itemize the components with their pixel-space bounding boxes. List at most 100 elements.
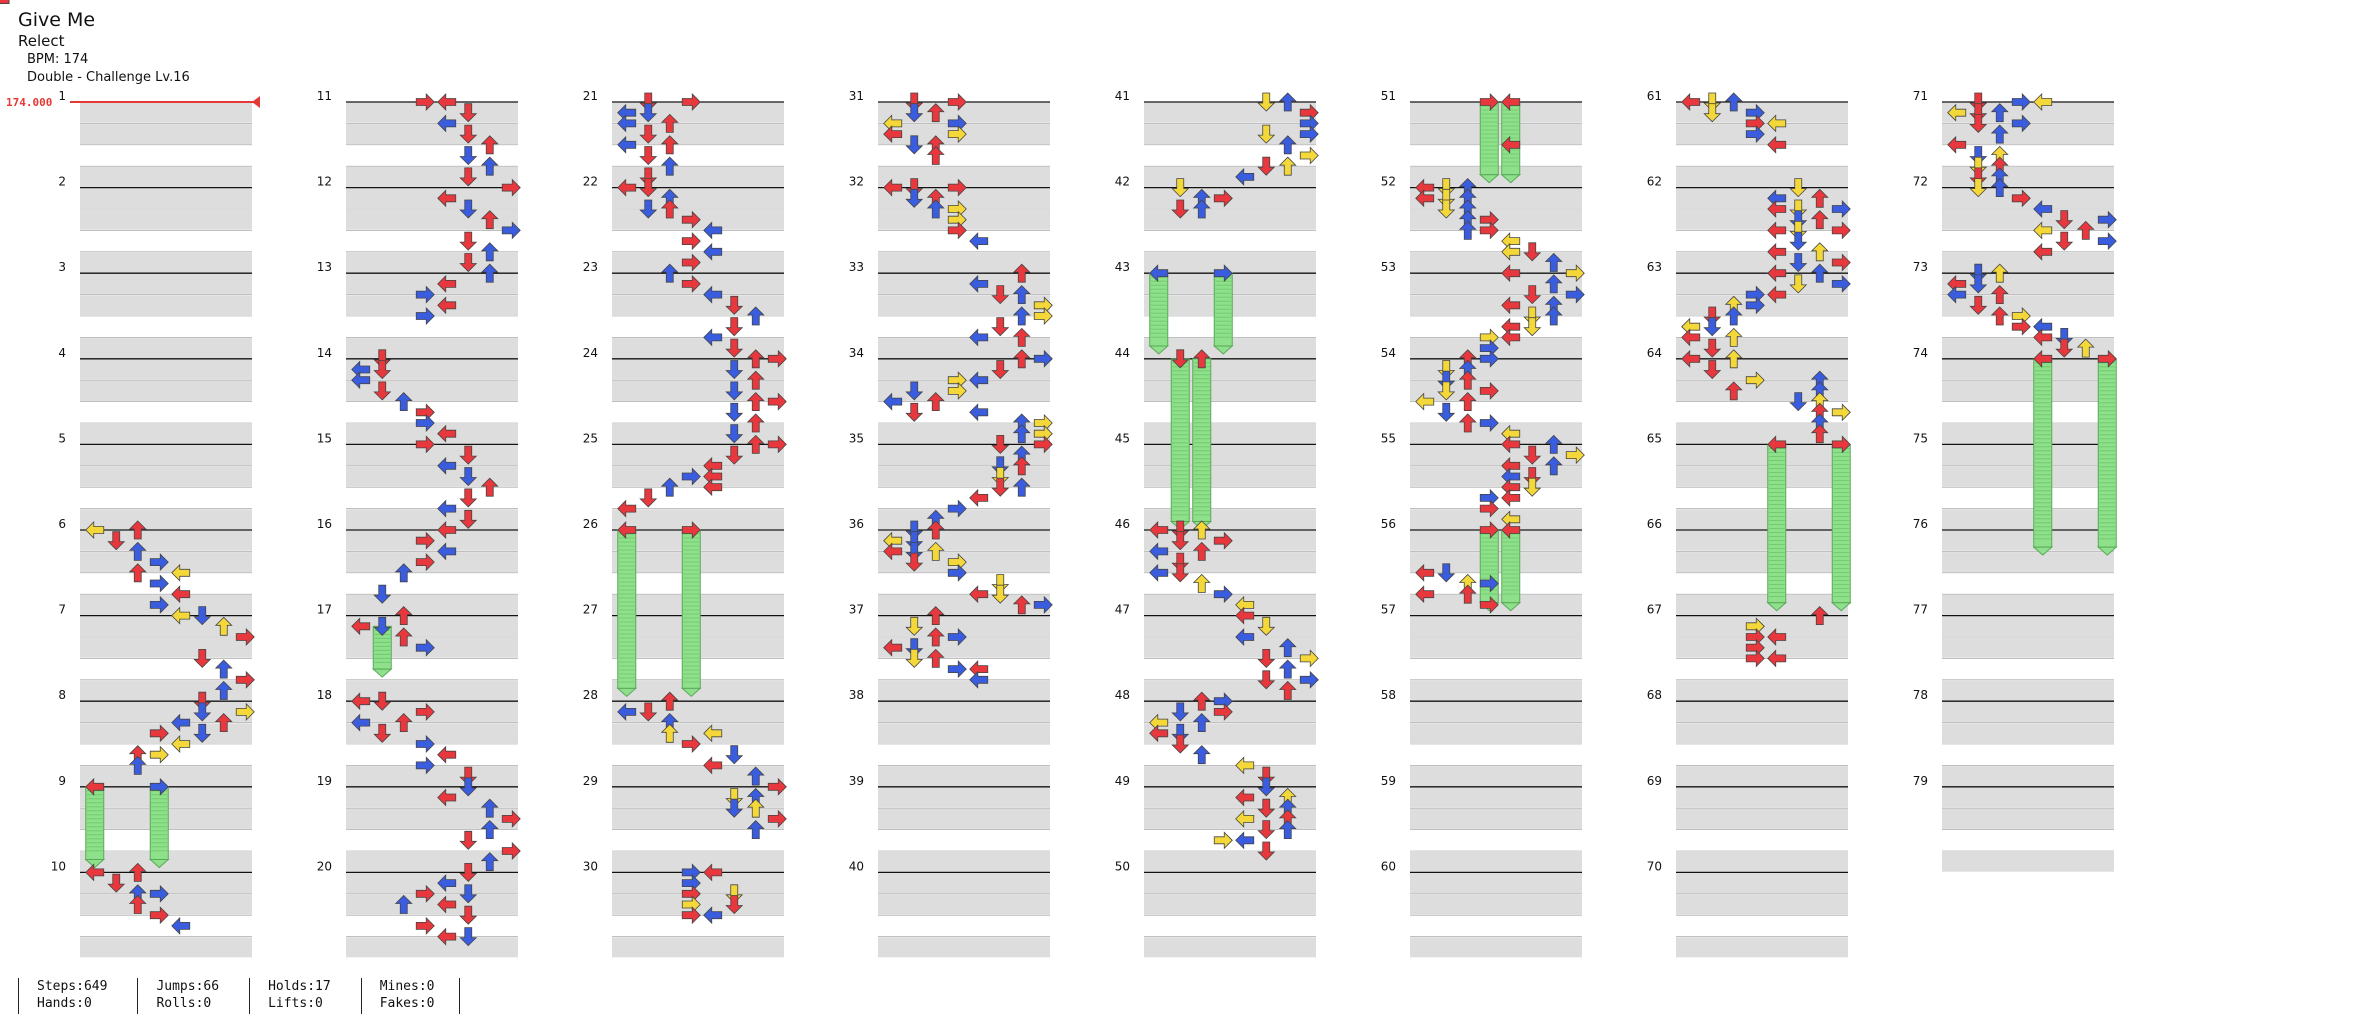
beat-band — [80, 766, 252, 787]
arrow-shape — [725, 424, 744, 444]
step-arrow — [437, 114, 457, 133]
step-arrow — [128, 755, 147, 775]
song-difficulty: Double - Challenge Lv.16 — [27, 70, 190, 85]
step-arrow — [1745, 125, 1765, 144]
measure-number: 17 — [317, 603, 332, 617]
arrow-shape — [437, 499, 457, 518]
arrow-shape — [235, 628, 255, 646]
beat-band — [1144, 616, 1316, 637]
arrow-shape — [1437, 178, 1456, 198]
step-arrow — [639, 103, 658, 123]
step-arrow — [394, 606, 413, 625]
beat-band — [1676, 937, 1848, 958]
step-arrow — [991, 434, 1010, 454]
step-arrow — [926, 199, 945, 219]
arrow-shape — [1192, 541, 1211, 561]
step-arrow — [1501, 328, 1521, 347]
arrow-shape — [1501, 232, 1521, 251]
beat-band — [346, 273, 518, 294]
arrow-shape — [480, 242, 499, 262]
step-arrow — [415, 702, 435, 721]
step-arrow — [351, 692, 371, 711]
arrow-shape — [725, 317, 744, 337]
arrow-shape — [1278, 638, 1297, 658]
arrow-shape — [1789, 220, 1808, 240]
measure-number: 50 — [1115, 859, 1130, 873]
beat-band — [1676, 380, 1848, 401]
arrow-shape — [1724, 327, 1743, 347]
beat-band — [1144, 359, 1316, 380]
arrow-shape — [1969, 263, 1988, 283]
step-arrow — [1012, 595, 1031, 615]
beat-band — [1410, 423, 1582, 444]
arrow-shape — [1703, 306, 1722, 326]
measure-number: 43 — [1115, 260, 1130, 274]
arrow-shape — [1012, 477, 1031, 497]
arrow-shape — [2011, 93, 2031, 111]
step-arrow — [193, 723, 212, 743]
arrow-shape — [149, 595, 169, 614]
measure-number: 22 — [583, 175, 598, 189]
measure-number: 56 — [1381, 517, 1396, 531]
arrow-shape — [1458, 370, 1477, 390]
step-arrow — [1767, 242, 1787, 261]
stat-rolls: Rolls:0 — [156, 996, 212, 1011]
arrow-shape — [703, 724, 723, 743]
arrow-shape — [725, 788, 744, 808]
step-arrow — [1947, 135, 1967, 154]
hold-note — [148, 786, 170, 869]
beat-band — [878, 102, 1050, 123]
arrow-shape — [1703, 317, 1722, 337]
arrow-shape — [1544, 252, 1563, 272]
arrow-shape — [1192, 349, 1211, 369]
step-arrow — [459, 467, 478, 487]
step-arrow — [214, 616, 233, 636]
beat-band — [612, 124, 784, 145]
arrow-shape — [1012, 424, 1031, 444]
beat-band — [80, 466, 252, 487]
beat-band — [80, 209, 252, 230]
beat-band — [1410, 509, 1582, 530]
beat-band — [878, 166, 1050, 187]
arrow-shape — [415, 531, 435, 550]
step-arrow — [193, 702, 212, 722]
step-arrow — [1171, 702, 1190, 722]
beat-band — [612, 701, 784, 722]
arrow-shape — [725, 884, 744, 904]
arrow-shape — [703, 863, 723, 882]
step-arrow — [149, 745, 169, 764]
hold-note — [1148, 272, 1170, 355]
beat-band — [1410, 188, 1582, 209]
arrow-shape — [1278, 156, 1297, 176]
arrow-shape — [883, 542, 903, 561]
arrow-shape — [1012, 349, 1031, 369]
beat-band — [1942, 166, 2114, 187]
arrow-shape — [660, 156, 679, 176]
arrow-shape — [1810, 424, 1829, 444]
arrow-shape — [1544, 274, 1563, 294]
beat-band — [346, 209, 518, 230]
step-arrow — [725, 745, 744, 765]
arrow-shape — [1437, 563, 1456, 583]
beat-band — [1942, 295, 2114, 316]
step-arrow — [1501, 232, 1521, 251]
step-arrow — [947, 660, 967, 679]
chart-column: 11 12 13 14 15 16 17 18 19 20 — [317, 89, 521, 958]
stat-hands: Hands:0 — [37, 996, 92, 1011]
measure-number: 57 — [1381, 603, 1396, 617]
step-arrow — [905, 188, 924, 208]
arrow-shape — [1703, 103, 1722, 123]
step-arrow — [883, 542, 903, 561]
measure-number: 25 — [583, 431, 598, 445]
arrow-shape — [725, 745, 744, 765]
arrow-shape — [437, 788, 457, 807]
measure-number: 48 — [1115, 688, 1130, 702]
beat-band — [1410, 295, 1582, 316]
arrow-shape — [1789, 231, 1808, 251]
arrow-shape — [926, 199, 945, 219]
arrow-shape — [969, 585, 989, 604]
arrow-shape — [660, 263, 679, 283]
step-arrow — [501, 221, 521, 240]
step-arrow — [415, 285, 435, 304]
